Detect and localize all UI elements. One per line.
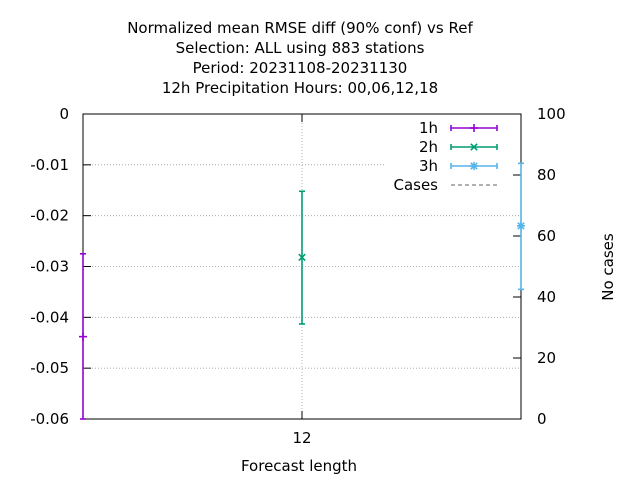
legend-swatch [450,143,498,151]
errorbar-1h [79,252,87,420]
errorbar-2h [298,190,306,325]
legend-swatch [450,124,498,132]
legend-swatch [450,162,498,170]
legend-label: Cases [393,176,438,194]
y-axis: 0 -0.01 -0.02 -0.03 -0.04 -0.05 -0.06 [30,105,91,428]
x-axis: 12 [292,114,312,447]
series [79,162,525,420]
legend-label: 1h [419,119,438,137]
chart-title-line: Normalized mean RMSE diff (90% conf) vs … [127,19,473,37]
legend-item: 3h [419,157,498,175]
legend-item: 2h [419,138,498,156]
chart-title-line: Selection: ALL using 883 stations [176,39,425,57]
legend-label: 3h [419,157,438,175]
y2-tick-label: 40 [537,288,556,306]
y2-axis-label: No cases [599,233,617,301]
y-tick-label: 0 [59,105,69,123]
y2-tick-label: 60 [537,227,556,245]
y-tick-label: -0.03 [30,258,69,276]
chart-title-line: 12h Precipitation Hours: 00,06,12,18 [162,79,438,97]
y2-tick-label: 0 [537,410,547,428]
y2-tick-label: 80 [537,166,556,184]
x-axis-label: Forecast length [241,457,357,475]
y-tick-label: -0.05 [30,359,69,377]
y2-axis: 0 20 40 60 80 100 [513,105,566,428]
y2-tick-label: 20 [537,349,556,367]
x-tick-label: 12 [292,429,311,447]
chart-title: Normalized mean RMSE diff (90% conf) vs … [127,19,473,97]
y-tick-label: -0.04 [30,308,69,326]
y-tick-label: -0.02 [30,207,69,225]
y2-tick-label: 100 [537,105,566,123]
chart-title-line: Period: 20231108-20231130 [193,59,408,77]
errorbar-3h [517,162,525,291]
legend-item: 1h [419,119,498,137]
legend-label: 2h [419,138,438,156]
legend-item: Cases [393,176,497,194]
y-tick-label: -0.01 [30,156,69,174]
y-tick-label: -0.06 [30,410,69,428]
